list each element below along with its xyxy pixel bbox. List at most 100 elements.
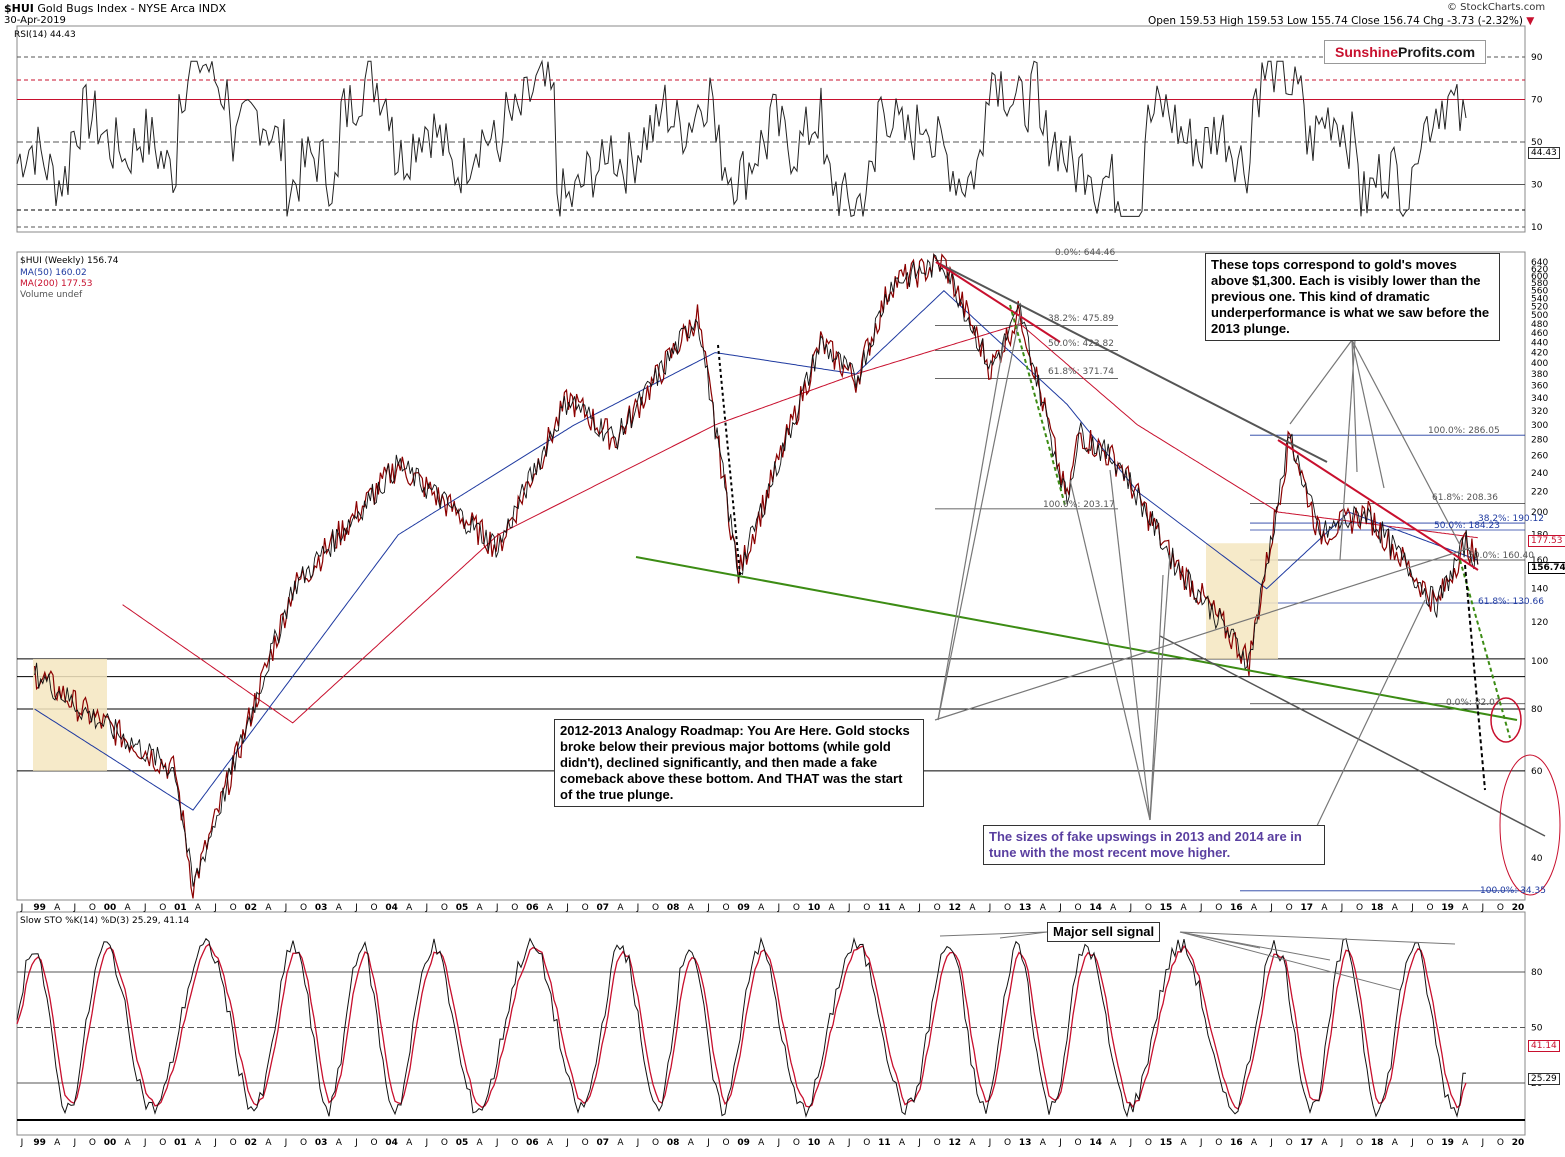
sell-signal-pointer <box>939 931 1048 937</box>
trendlines <box>635 261 1561 991</box>
time-tick-label: O <box>863 903 870 913</box>
time-tick-label: J <box>1480 1138 1484 1148</box>
time-tick-label: O <box>159 1138 166 1148</box>
time-tick-label: J <box>636 1138 640 1148</box>
time-tick-label: A <box>1110 1138 1117 1148</box>
time-tick-label: A <box>758 1138 765 1148</box>
time-tick-label: A <box>969 1138 976 1148</box>
time-tick-label: A <box>688 1138 695 1148</box>
time-tick-label: 10 <box>808 1138 821 1148</box>
time-tick-label: O <box>1004 903 1011 913</box>
time-tick-label: O <box>159 903 166 913</box>
time-tick-label: A <box>1251 1138 1258 1148</box>
green-trendline <box>635 556 1518 721</box>
time-tick-label: 13 <box>1019 1138 1032 1148</box>
time-tick-label: 09 <box>737 903 750 913</box>
time-tick-label: O <box>1074 1138 1081 1148</box>
fib-label: 50.0%: 160.40 <box>1468 551 1534 561</box>
time-tick-label: 19 <box>1441 1138 1454 1148</box>
time-tick-label: J <box>495 903 499 913</box>
callout-pointer <box>1109 469 1151 821</box>
time-tick-label: J <box>1128 903 1132 913</box>
time-tick-label: A <box>1392 903 1399 913</box>
time-tick-label: J <box>988 1138 992 1148</box>
annotation-fake-upswings: The sizes of fake upswings in 2013 and 2… <box>983 825 1325 865</box>
time-tick-label: J <box>1199 1138 1203 1148</box>
time-tick-label: O <box>370 903 377 913</box>
time-tick-label: O <box>441 1138 448 1148</box>
fib-label: 61.8%: 208.36 <box>1432 493 1498 503</box>
sell-signal-pointer <box>1179 931 1456 945</box>
callout-pointer <box>1339 339 1356 561</box>
time-tick-label: A <box>1462 1138 1469 1148</box>
time-tick-label: A <box>406 1138 413 1148</box>
time-tick-label: J <box>776 903 780 913</box>
panel-frames <box>16 25 1526 1136</box>
time-tick-label: J <box>1410 1138 1414 1148</box>
time-tick-label: A <box>336 1138 343 1148</box>
time-tick-label: O <box>300 1138 307 1148</box>
time-tick-label: 00 <box>104 1138 117 1148</box>
chart-title: $HUI Gold Bugs Index - NYSE Arca INDX <box>4 2 227 15</box>
time-tick-label: A <box>1321 1138 1328 1148</box>
time-tick-label: 15 <box>1160 903 1173 913</box>
time-tick-label: A <box>547 1138 554 1148</box>
ma50-legend: MA(50) 160.02 <box>20 268 87 278</box>
time-tick-label: J <box>1340 903 1344 913</box>
time-tick-label: O <box>89 903 96 913</box>
time-tick-label: A <box>265 1138 272 1148</box>
time-tick-label: J <box>1410 903 1414 913</box>
price-tick-label: 640 <box>1531 258 1548 268</box>
axis-ticks: 9070503010640620600580560540520500480460… <box>20 53 1549 1148</box>
price-value-tag: 156.74 <box>1528 562 1565 574</box>
time-tick-label: 08 <box>667 903 680 913</box>
time-tick-label: O <box>1145 1138 1152 1148</box>
time-tick-label: J <box>565 903 569 913</box>
time-tick-label: O <box>1145 903 1152 913</box>
ma200-value-tag: 177.53 <box>1528 535 1565 547</box>
time-tick-label: 17 <box>1301 903 1314 913</box>
price-tick-label: 60 <box>1531 767 1543 777</box>
time-tick-label: 07 <box>597 1138 610 1148</box>
fib-label: 0.0%: 82.07 <box>1446 698 1501 708</box>
fib-label: 38.2%: 475.89 <box>1048 314 1114 324</box>
fib-label: 38.2%: 190.12 <box>1478 514 1544 524</box>
price-legend: $HUI (Weekly) 156.74 <box>20 256 119 266</box>
price-tick-label: 420 <box>1531 349 1548 359</box>
time-tick-label: J <box>20 1138 24 1148</box>
time-tick-label: O <box>1074 903 1081 913</box>
price-tick-label: 160 <box>1531 556 1548 566</box>
callout-pointer <box>1149 574 1164 821</box>
chart-date: 30-Apr-2019 <box>4 15 66 26</box>
time-tick-label: 02 <box>245 1138 258 1148</box>
time-tick-label: J <box>354 903 358 913</box>
time-tick-label: 14 <box>1089 1138 1102 1148</box>
time-tick-label: 05 <box>456 903 469 913</box>
fib-label: 0.0%: 644.46 <box>1055 248 1116 258</box>
price-tick-label: 300 <box>1531 421 1548 431</box>
time-tick-label: A <box>54 903 61 913</box>
price-tick-label: 320 <box>1531 407 1548 417</box>
time-tick-label: O <box>1004 1138 1011 1148</box>
time-tick-label: J <box>72 903 76 913</box>
time-tick-label: 16 <box>1230 903 1243 913</box>
sell-signal-pointer <box>999 931 1048 939</box>
time-tick-label: A <box>829 903 836 913</box>
time-tick-label: 01 <box>174 903 187 913</box>
time-tick-label: J <box>1058 1138 1062 1148</box>
time-tick-label: J <box>213 903 217 913</box>
time-tick-label: O <box>89 1138 96 1148</box>
red-trendline-2016 <box>1277 439 1479 571</box>
time-tick-label: 12 <box>949 1138 962 1148</box>
price-tick-label: 220 <box>1531 488 1548 498</box>
time-tick-label: A <box>1181 903 1188 913</box>
time-tick-label: 03 <box>315 903 328 913</box>
time-tick-label: A <box>1321 903 1328 913</box>
rsi-tick-label: 30 <box>1531 181 1543 191</box>
time-tick-label: O <box>1426 903 1433 913</box>
time-tick-label: 99 <box>33 1138 46 1148</box>
price-tick-label: 40 <box>1531 854 1543 864</box>
price-tick-label: 500 <box>1531 311 1548 321</box>
time-tick-label: A <box>125 903 132 913</box>
price-tick-label: 620 <box>1531 265 1548 275</box>
